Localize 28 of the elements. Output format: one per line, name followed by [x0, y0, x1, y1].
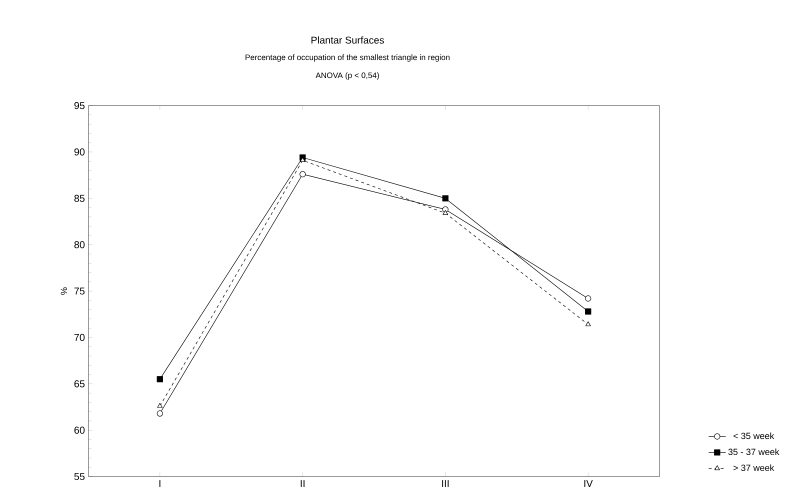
y-tick-label: 60 [74, 426, 85, 434]
legend-label: > 37 week [734, 464, 774, 471]
y-tick-label: 95 [74, 102, 85, 110]
legend-label: < 35 week [734, 432, 774, 440]
point [585, 308, 592, 315]
point [585, 321, 591, 326]
x-tick-label: II [300, 480, 304, 487]
legend-label: 35 - 37 week [728, 448, 780, 456]
x-tick-label: III [442, 480, 449, 487]
chart-title: Plantar Surfaces [311, 36, 384, 44]
point [156, 410, 163, 417]
point [300, 171, 306, 178]
y-tick-label: 70 [74, 334, 85, 341]
point [585, 295, 592, 302]
y-tick-label: 75 [74, 288, 85, 295]
point [157, 403, 163, 408]
y-tick-label: 90 [74, 148, 85, 156]
x-tick-label: I [159, 480, 160, 487]
y-tick-label: 55 [74, 473, 85, 480]
point [442, 195, 448, 202]
point [300, 157, 306, 162]
point [156, 376, 163, 382]
y-tick-label: 85 [74, 194, 85, 202]
x-tick-label: IV [584, 480, 593, 487]
y-axis-title: % [60, 287, 68, 295]
y-tick-label: 65 [74, 380, 85, 388]
y-tick-label: 80 [74, 241, 85, 248]
point [442, 210, 448, 215]
